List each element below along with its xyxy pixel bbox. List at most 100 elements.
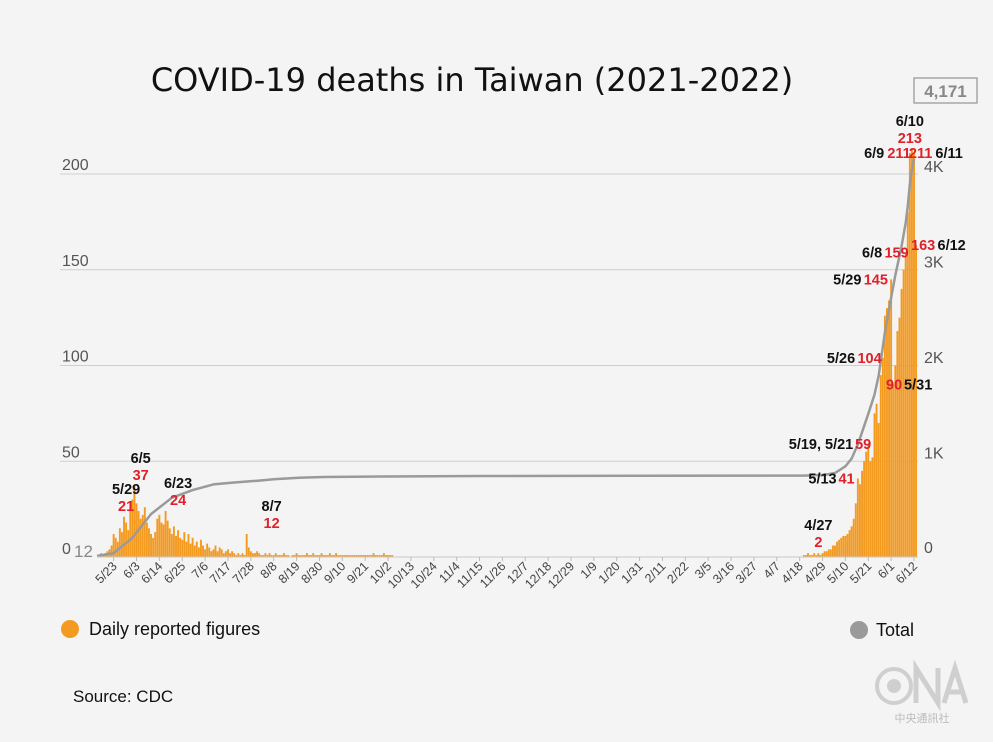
daily-bar <box>873 413 876 557</box>
daily-bar <box>247 547 250 557</box>
daily-bar <box>135 503 138 557</box>
gridlines <box>60 173 918 462</box>
daily-bar <box>836 541 839 557</box>
daily-bar <box>881 357 884 557</box>
total-line <box>96 158 916 558</box>
daily-bar <box>143 507 146 557</box>
x-tick-label: 4/18 <box>779 559 806 586</box>
daily-bar <box>376 555 379 557</box>
daily-bar <box>181 539 184 557</box>
daily-bar <box>183 532 186 557</box>
daily-bar <box>254 553 256 557</box>
daily-bar <box>823 551 826 557</box>
daily-bar <box>256 551 259 557</box>
daily-bar <box>360 555 362 557</box>
daily-bar <box>906 212 909 558</box>
legend-daily-swatch <box>61 620 79 638</box>
x-tick-label: 6/12 <box>893 559 920 586</box>
annotations: 215/29376/5246/23128/724/27415/13595/19,… <box>112 114 966 551</box>
daily-bar <box>389 555 392 557</box>
daily-bar <box>301 555 304 557</box>
daily-bar <box>170 534 173 557</box>
annotation-date: 5/13 <box>808 471 836 487</box>
x-tick-label: 6/14 <box>138 559 165 586</box>
daily-bar <box>222 553 225 557</box>
annotation-value: 90 <box>886 378 902 394</box>
daily-bar <box>139 518 142 557</box>
daily-bar <box>333 555 335 557</box>
right-tick-label: 4K <box>924 159 944 176</box>
daily-bar <box>848 530 851 557</box>
daily-bar <box>385 555 387 557</box>
daily-bar <box>894 365 897 557</box>
daily-bar <box>879 375 882 557</box>
daily-bar <box>318 555 321 557</box>
daily-bar <box>272 555 275 557</box>
daily-bar <box>145 522 148 557</box>
x-tick-label: 2/11 <box>642 559 668 585</box>
daily-bar <box>224 551 227 557</box>
daily-bar <box>245 534 248 557</box>
start-total-label: 12 <box>74 542 93 561</box>
daily-bar <box>237 553 240 557</box>
daily-bar <box>141 514 144 557</box>
daily-bar <box>355 555 358 557</box>
daily-bar <box>335 553 338 557</box>
daily-bar <box>172 526 175 557</box>
daily-bar <box>871 457 874 557</box>
annotation-date: 5/19, 5/21 <box>789 437 854 453</box>
annotation-date: 6/10 <box>896 114 924 130</box>
annotation-date: 5/31 <box>904 378 932 394</box>
daily-bar <box>114 537 117 557</box>
daily-bar <box>276 555 279 557</box>
daily-bar <box>156 518 159 557</box>
x-tick-label: 3/16 <box>710 559 737 586</box>
daily-bar <box>283 553 286 557</box>
daily-bar <box>817 553 820 557</box>
x-tick-label: 1/20 <box>596 559 623 586</box>
total-box <box>913 77 978 104</box>
annotation-date: 6/9 <box>864 146 884 162</box>
daily-bar <box>154 532 157 557</box>
daily-bar <box>324 555 327 557</box>
daily-bar <box>838 539 841 557</box>
x-tick-label: 7/17 <box>207 559 234 586</box>
x-tick-label: 5/21 <box>847 559 874 586</box>
daily-bar <box>278 555 281 557</box>
daily-bar <box>349 555 352 557</box>
annotation-value: 59 <box>855 437 871 453</box>
annotation-date: 8/7 <box>262 499 282 515</box>
daily-bar <box>320 553 323 557</box>
legend-total-swatch <box>850 621 868 639</box>
daily-bar <box>867 444 870 557</box>
daily-bar <box>854 503 857 557</box>
daily-bar <box>322 555 325 557</box>
daily-bar <box>910 149 913 558</box>
daily-bar <box>387 555 389 557</box>
daily-bar <box>191 537 194 557</box>
daily-bar <box>297 555 300 557</box>
daily-bar <box>892 384 895 557</box>
daily-bar <box>863 461 866 557</box>
daily-bar <box>341 555 344 557</box>
daily-bar <box>802 555 805 557</box>
daily-bar <box>195 541 198 557</box>
daily-bar <box>220 549 223 557</box>
x-tick-label: 7/28 <box>230 559 257 586</box>
daily-bar <box>295 553 298 557</box>
daily-bar <box>856 478 859 557</box>
daily-bar <box>268 553 271 557</box>
daily-bar <box>206 543 209 557</box>
daily-bar <box>241 553 244 557</box>
daily-bar <box>251 553 254 557</box>
daily-bar <box>372 553 375 557</box>
x-tick-label: 6/25 <box>161 559 188 586</box>
daily-bar <box>811 555 814 557</box>
right-tick-label: 0 <box>924 540 933 557</box>
daily-bar <box>347 555 350 557</box>
annotation-date: 6/8 <box>862 246 882 262</box>
left-tick-label: 0 <box>62 541 71 558</box>
annotation-value: 21 <box>118 499 134 515</box>
daily-bar <box>249 551 252 557</box>
